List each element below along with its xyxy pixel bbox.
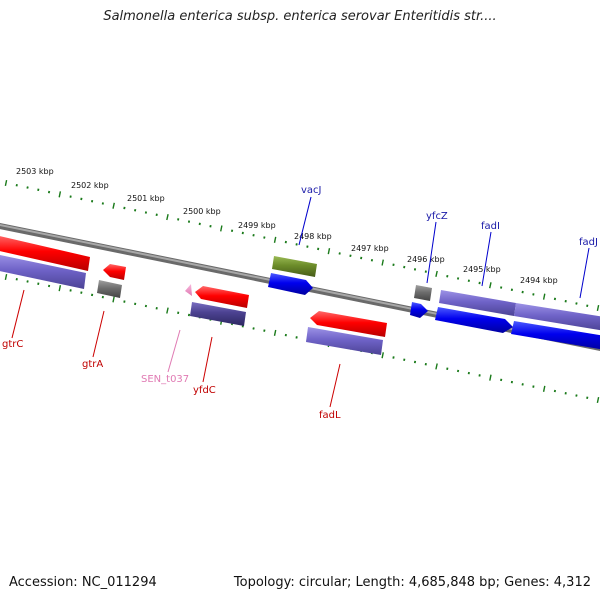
minor-tick xyxy=(232,230,233,232)
major-tick xyxy=(5,274,6,280)
minor-tick xyxy=(253,234,254,236)
major-tick xyxy=(436,364,437,370)
minor-tick xyxy=(135,303,136,305)
gene-feature[interactable] xyxy=(410,302,428,318)
major-tick xyxy=(113,296,114,302)
scale-label: 2499 kbp xyxy=(238,221,276,230)
major-tick xyxy=(167,308,168,314)
major-tick xyxy=(382,352,383,358)
scale-label: 2497 kbp xyxy=(351,244,389,253)
scale-label: 2496 kbp xyxy=(407,255,445,264)
major-tick xyxy=(275,237,276,243)
minor-tick xyxy=(576,395,577,397)
minor-tick xyxy=(17,184,18,186)
gene-label: fadI xyxy=(481,221,500,232)
minor-tick xyxy=(81,292,82,294)
map-title: Salmonella enterica subsp. enterica sero… xyxy=(0,9,600,24)
minor-tick xyxy=(27,280,28,282)
minor-tick xyxy=(576,302,577,304)
minor-tick xyxy=(81,198,82,200)
major-tick xyxy=(59,191,60,197)
accession-label: Accession: NC_011294 xyxy=(9,575,157,590)
scale-label: 2502 kbp xyxy=(71,181,109,190)
minor-tick xyxy=(253,327,254,329)
gene-label: gtrA xyxy=(82,359,103,370)
gene-label: yfdC xyxy=(193,385,216,396)
minor-tick xyxy=(501,287,502,289)
minor-tick xyxy=(17,278,18,280)
minor-tick xyxy=(522,383,523,385)
major-tick xyxy=(382,260,383,266)
gene-label: fadJ xyxy=(579,237,598,248)
minor-tick xyxy=(264,237,265,239)
minor-tick xyxy=(146,305,147,307)
minor-tick xyxy=(404,359,405,361)
gene-feature[interactable] xyxy=(185,284,192,296)
minor-tick xyxy=(522,291,523,293)
minor-tick xyxy=(501,379,502,381)
minor-tick xyxy=(27,187,28,189)
scale-label: 2495 kbp xyxy=(463,265,501,274)
minor-tick xyxy=(339,252,340,254)
minor-tick xyxy=(264,330,265,332)
minor-tick xyxy=(103,202,104,204)
gene-feature[interactable] xyxy=(97,280,122,298)
gene-feature[interactable] xyxy=(268,273,313,295)
minor-tick xyxy=(555,298,556,300)
gene-label: fadL xyxy=(319,410,341,421)
gene-label: SEN_t037 xyxy=(141,374,189,385)
scale-label: 2501 kbp xyxy=(127,194,165,203)
minor-tick xyxy=(350,255,351,257)
gene-label: yfcZ xyxy=(426,211,448,222)
major-tick xyxy=(597,397,598,403)
major-tick xyxy=(490,282,491,288)
minor-tick xyxy=(286,241,287,243)
minor-tick xyxy=(49,285,50,287)
scale-label: 2494 kbp xyxy=(520,276,558,285)
minor-tick xyxy=(587,397,588,399)
minor-tick xyxy=(103,296,104,298)
minor-tick xyxy=(555,390,556,392)
minor-tick xyxy=(49,191,50,193)
gene-label: gtrC xyxy=(2,339,23,350)
gene-feature[interactable] xyxy=(272,256,317,277)
scale-label: 2500 kbp xyxy=(183,207,221,216)
genome-summary: Topology: circular; Length: 4,685,848 bp… xyxy=(234,575,591,590)
major-tick xyxy=(5,180,6,186)
major-tick xyxy=(328,248,329,254)
minor-tick xyxy=(458,370,459,372)
gene-feature[interactable] xyxy=(103,264,126,280)
minor-tick xyxy=(200,223,201,225)
minor-tick xyxy=(404,266,405,268)
major-tick xyxy=(597,305,598,311)
major-tick xyxy=(490,375,491,381)
gene-feature[interactable] xyxy=(414,285,432,301)
minor-tick xyxy=(146,212,147,214)
major-tick xyxy=(544,294,545,300)
scale-label: 2503 kbp xyxy=(16,167,54,176)
minor-tick xyxy=(135,209,136,211)
major-tick xyxy=(275,330,276,336)
scale-label: 2498 kbp xyxy=(294,232,332,241)
major-tick xyxy=(167,214,168,220)
minor-tick xyxy=(318,248,319,250)
gene-label: vacJ xyxy=(301,185,322,196)
major-tick xyxy=(221,226,222,232)
minor-tick xyxy=(587,305,588,307)
minor-tick xyxy=(286,334,287,336)
minor-tick xyxy=(469,372,470,374)
major-tick xyxy=(544,386,545,392)
major-tick xyxy=(59,285,60,291)
minor-tick xyxy=(458,277,459,279)
major-tick xyxy=(113,203,114,209)
minor-tick xyxy=(469,280,470,282)
minor-tick xyxy=(372,259,373,261)
major-tick xyxy=(436,271,437,277)
